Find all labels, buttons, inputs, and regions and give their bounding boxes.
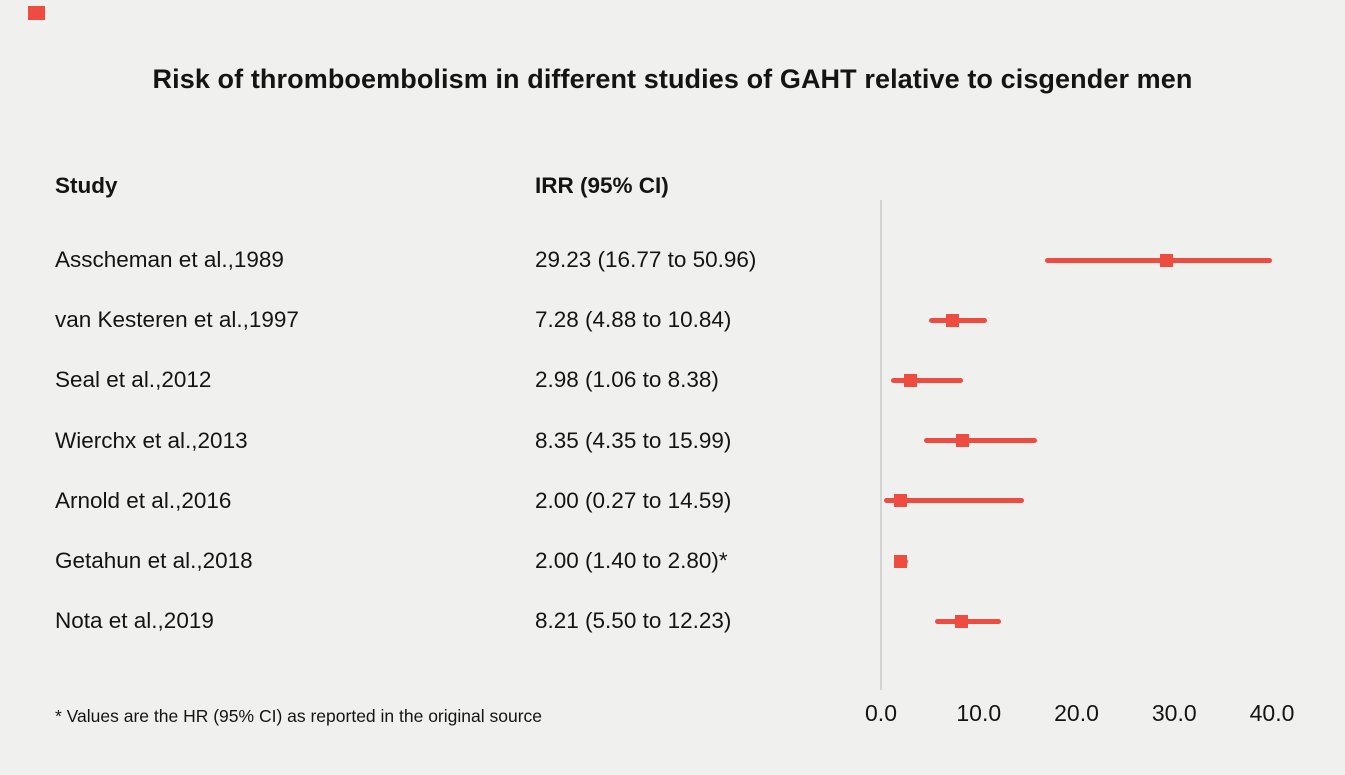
study-row: Getahun et al.,2018 2.00 (1.40 to 2.80)*: [0, 531, 1345, 591]
study-label: Wierchx et al.,2013: [55, 427, 248, 453]
forest-plot-row: [881, 471, 1272, 531]
x-axis-ticks: 0.0 10.0 20.0 30.0 40.0: [865, 700, 1294, 730]
study-row: Wierchx et al.,2013 8.35 (4.35 to 15.99): [0, 411, 1345, 471]
y-axis-line: [880, 200, 882, 690]
forest-plot-row: [881, 290, 1272, 350]
point-estimate-marker: [903, 373, 917, 387]
study-row: van Kesteren et al.,1997 7.28 (4.88 to 10…: [0, 290, 1345, 350]
ci-line: [883, 498, 1024, 504]
x-tick-label: 20.0: [1054, 700, 1099, 726]
study-row: Arnold et al.,2016 2.00 (0.27 to 14.59): [0, 471, 1345, 531]
forest-plot-row: [881, 531, 1272, 591]
point-estimate-marker: [894, 494, 908, 508]
forest-plot-row: [881, 350, 1272, 410]
point-estimate-marker: [894, 554, 908, 568]
study-row: Asscheman et al.,1989 29.23 (16.77 to 50.…: [0, 230, 1345, 290]
irr-column-header: IRR (95% CI): [535, 173, 669, 198]
x-tick-label: 10.0: [956, 700, 1002, 726]
chart-title: Risk of thromboembolism in different stu…: [152, 64, 1193, 94]
footnote: * Values are the HR (95% CI) as reported…: [55, 706, 543, 726]
study-label: Arnold et al.,2016: [55, 487, 232, 513]
x-tick-label: 40.0: [1249, 700, 1295, 726]
study-label: Getahun et al.,2018: [55, 548, 253, 574]
point-estimate-marker: [956, 434, 970, 448]
column-headers: Study IRR (95% CI): [0, 173, 1345, 201]
study-label: van Kesteren et al.,1997: [55, 307, 299, 333]
irr-value: 2.00 (1.40 to 2.80)*: [535, 548, 728, 574]
forest-plot-row: [881, 591, 1272, 651]
study-label: Asscheman et al.,1989: [55, 247, 284, 273]
irr-value: 7.28 (4.88 to 10.84): [535, 307, 732, 333]
brand-mark-icon: [28, 6, 45, 20]
study-row: Seal et al.,2012 2.98 (1.06 to 8.38): [0, 350, 1345, 410]
study-row: Nota et al.,2019 8.21 (5.50 to 12.23): [0, 591, 1345, 651]
study-label: Seal et al.,2012: [55, 367, 212, 393]
point-estimate-marker: [954, 614, 968, 628]
forest-plot-row: [881, 230, 1272, 290]
point-estimate-marker: [1160, 253, 1174, 267]
point-estimate-marker: [945, 313, 959, 327]
study-label: Nota et al.,2019: [55, 608, 214, 634]
x-tick-label: 30.0: [1151, 700, 1197, 726]
ci-line: [1044, 257, 1272, 263]
irr-value: 2.98 (1.06 to 8.38): [535, 367, 719, 393]
irr-value: 8.21 (5.50 to 12.23): [535, 608, 732, 634]
ci-line: [923, 438, 1038, 444]
study-column-header: Study: [55, 173, 118, 198]
irr-value: 8.35 (4.35 to 15.99): [535, 427, 732, 453]
ci-line: [891, 377, 963, 383]
forest-plot-row: [881, 411, 1272, 471]
irr-value: 29.23 (16.77 to 50.96): [535, 247, 757, 273]
x-tick-label: 0.0: [865, 700, 897, 726]
rows: Asscheman et al.,1989 29.23 (16.77 to 50.…: [0, 230, 1345, 651]
irr-value: 2.00 (0.27 to 14.59): [535, 487, 732, 513]
